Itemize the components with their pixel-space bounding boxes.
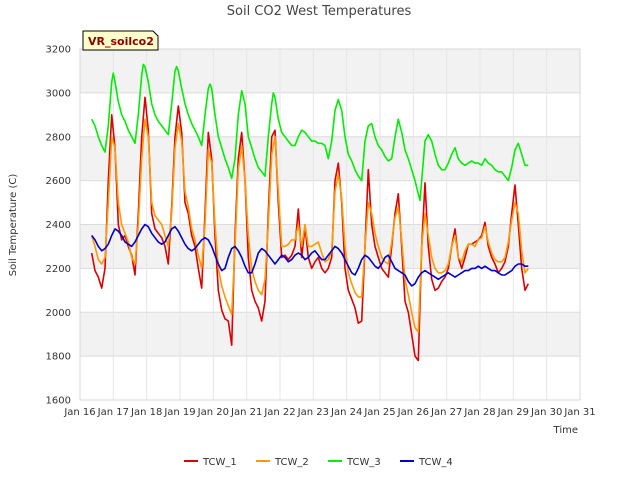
x-tick-label: Jan 27 (430, 407, 462, 418)
x-tick-label: Jan 19 (163, 407, 195, 418)
series-tcw-4 (91, 223, 529, 287)
x-tick-label: Jan 29 (497, 407, 529, 418)
y-axis-ticks: 1600 1800 2000 2200 2400 2600 2800 3000 3200 (46, 45, 71, 407)
dataset-badge: VR_soilco2 (82, 30, 159, 51)
x-tick-label: Jan 22 (263, 407, 295, 418)
y-tick-label: 2200 (46, 264, 71, 275)
chart-title: Soil CO2 West Temperatures (227, 4, 412, 19)
legend-label: TCW_2 (274, 457, 309, 468)
y-tick-label: 2000 (46, 308, 71, 319)
y-tick-label: 2800 (46, 132, 71, 143)
legend-label: TCW_3 (346, 457, 381, 468)
legend-item: TCW_2 (256, 457, 309, 468)
series-line (90, 96, 530, 362)
series-line (91, 223, 529, 287)
plot-background-bands (80, 49, 580, 357)
x-axis-ticks: Jan 16 Jan 17 Jan 18 Jan 19 Jan 20 Jan 21 Jan … (63, 407, 595, 418)
x-tick-label: Jan 28 (463, 407, 495, 418)
y-tick-label: 3200 (46, 45, 71, 56)
legend: TCW_1 TCW_2 TCW_3 TCW_4 (184, 457, 453, 468)
y-tick-label: 2600 (46, 176, 71, 187)
x-tick-label: Jan 30 (530, 407, 562, 418)
y-tick-label: 3000 (46, 88, 71, 99)
x-tick-label: Jan 26 (397, 407, 429, 418)
x-tick-label: Jan 18 (130, 407, 162, 418)
x-tick-label: Jan 23 (297, 407, 329, 418)
x-tick-label: Jan 24 (330, 407, 362, 418)
background-band (80, 136, 580, 181)
x-tick-label: Jan 21 (230, 407, 262, 418)
plot-area (79, 48, 581, 401)
legend-item: TCW_4 (400, 457, 453, 468)
x-tick-label: Jan 17 (97, 407, 129, 418)
badge-label: VR_soilco2 (88, 35, 154, 48)
series-tcw-2 (90, 118, 529, 333)
series-tcw-3 (90, 63, 529, 202)
x-tick-label: Jan 31 (563, 407, 595, 418)
y-tick-label: 1800 (46, 352, 71, 363)
y-tick-label: 2400 (46, 220, 71, 231)
legend-label: TCW_4 (418, 457, 453, 468)
x-tick-label: Jan 25 (363, 407, 395, 418)
series-line (90, 63, 529, 202)
series-lines (90, 63, 530, 362)
series-line (90, 118, 529, 333)
series-tcw-1 (90, 96, 530, 362)
y-axis-title: Soil Temperature (C) (8, 174, 19, 277)
legend-item: TCW_1 (184, 457, 237, 468)
background-band (80, 312, 580, 357)
legend-label: TCW_1 (202, 457, 237, 468)
legend-item: TCW_3 (328, 457, 381, 468)
x-tick-label: Jan 16 (63, 407, 95, 418)
x-tick-label: Jan 20 (197, 407, 229, 418)
background-band (80, 49, 580, 93)
y-tick-label: 1600 (46, 396, 71, 407)
x-axis-title: Time (553, 425, 578, 436)
badge-shape (82, 30, 159, 51)
